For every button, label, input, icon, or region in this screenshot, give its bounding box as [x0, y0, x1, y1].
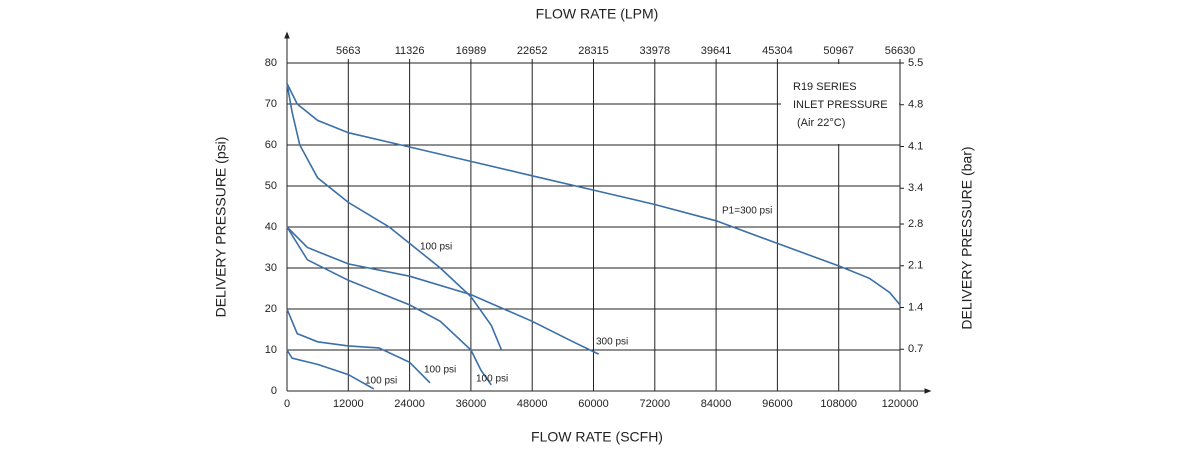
x-tick-label: 96000	[762, 398, 793, 410]
x-tick-label: 36000	[456, 398, 487, 410]
curve	[286, 349, 375, 390]
y-tick-label: 60	[265, 139, 277, 151]
x2-tick-label: 28315	[578, 45, 609, 57]
y2-tick-label: 3.4	[908, 182, 923, 194]
y-tick-label: 10	[265, 344, 277, 356]
annotation: R19 SERIES	[793, 81, 857, 93]
x-tick-label: 60000	[578, 398, 609, 410]
note-box	[781, 64, 899, 144]
y-tick-label: 20	[265, 303, 277, 315]
top-axis-title: FLOW RATE (LPM)	[536, 6, 659, 22]
curve-label: 100 psi	[476, 374, 508, 385]
x-axis-title: FLOW RATE (SCFH)	[531, 429, 663, 445]
annotation: INLET PRESSURE	[793, 99, 888, 111]
x-tick-label: 24000	[394, 398, 425, 410]
annotation: (Air 22°C)	[797, 117, 845, 129]
x2-tick-label: 11326	[395, 45, 425, 57]
x-tick-label: 0	[284, 398, 290, 410]
y-tick-label: 40	[265, 221, 277, 233]
curve	[286, 308, 431, 384]
x2-tick-label: 45304	[762, 45, 793, 57]
x-tick-label: 120000	[882, 398, 919, 410]
y2-tick-label: 2.1	[908, 260, 923, 272]
y2-tick-label: 1.4	[908, 301, 923, 313]
x2-tick-label: 22652	[517, 45, 548, 57]
y2-tick-label: 5.5	[908, 57, 923, 69]
y-tick-label: 0	[271, 385, 277, 397]
y-tick-label: 80	[265, 57, 277, 69]
y-tick-label: 70	[265, 98, 277, 110]
curve	[286, 226, 599, 355]
y-axis-title: DELIVERY PRESSURE (psi)	[213, 137, 229, 318]
y2-tick-label: 0.7	[908, 343, 923, 355]
curve-label: 100 psi	[424, 365, 456, 376]
y2-tick-label: 4.8	[908, 99, 923, 111]
curve	[286, 226, 492, 386]
curve-label: 100 psi	[365, 376, 397, 387]
curve-label: P1=300 psi	[722, 206, 772, 217]
curve-label: 100 psi	[420, 242, 452, 253]
y2-tick-label: 2.8	[908, 218, 923, 230]
y-tick-label: 30	[265, 262, 277, 274]
curve	[286, 83, 503, 351]
y-tick-label: 50	[265, 180, 277, 192]
x-tick-label: 72000	[640, 398, 671, 410]
x2-tick-label: 5663	[336, 45, 360, 57]
x-tick-label: 12000	[333, 398, 364, 410]
x2-tick-label: 39641	[701, 45, 732, 57]
x-tick-label: 84000	[701, 398, 732, 410]
y2-axis-title: DELIVERY PRESSURE (bar)	[959, 146, 975, 329]
x2-tick-label: 16989	[456, 45, 487, 57]
x2-tick-label: 33978	[640, 45, 671, 57]
x-tick-label: 48000	[517, 398, 548, 410]
x-tick-label: 108000	[820, 398, 857, 410]
curve-label: 300 psi	[596, 337, 628, 348]
y2-tick-label: 4.1	[908, 140, 923, 152]
x2-tick-label: 56630	[885, 45, 916, 57]
curve	[286, 83, 901, 306]
x2-tick-label: 50967	[823, 45, 854, 57]
